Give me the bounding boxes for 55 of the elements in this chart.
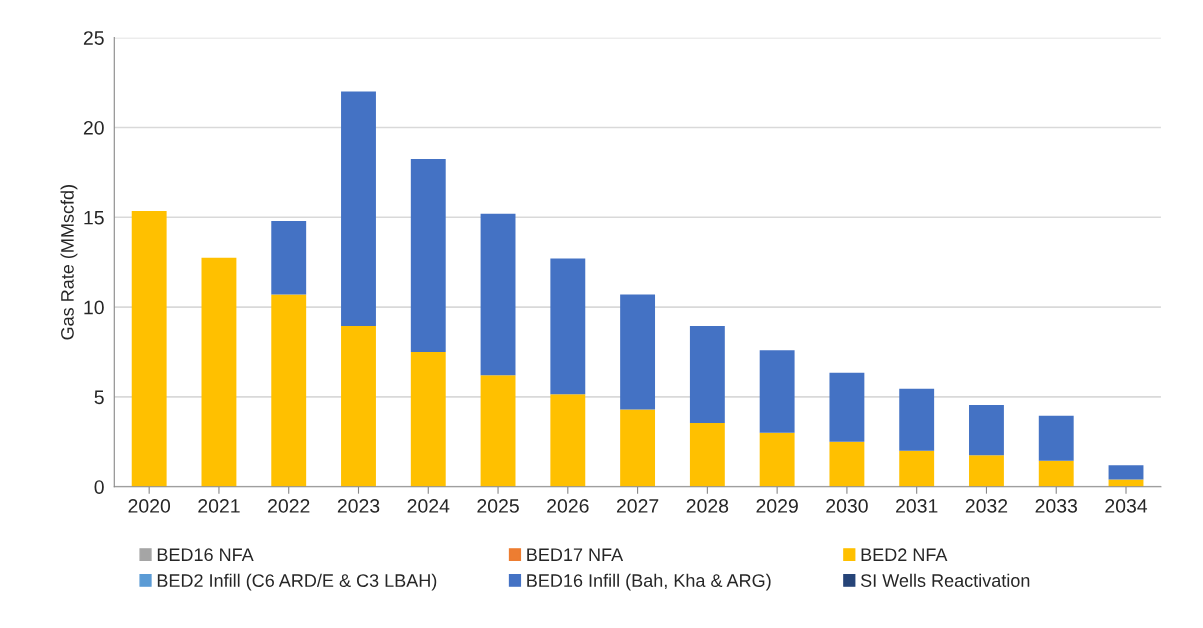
legend-label: BED16 NFA — [157, 548, 254, 562]
bar — [969, 404, 1004, 456]
bar — [1038, 460, 1074, 487]
bar — [480, 213, 516, 376]
x-tick-label: 2020 — [128, 499, 171, 513]
bar — [410, 351, 446, 487]
bar — [1108, 465, 1144, 480]
y-tick-label: 25 — [83, 31, 104, 45]
bar — [829, 441, 865, 487]
bar — [969, 455, 1004, 487]
x-tick-label: 2024 — [407, 499, 450, 513]
bar — [829, 372, 865, 442]
bar — [271, 294, 307, 487]
legend-label: BED17 NFA — [527, 548, 624, 561]
x-tick-label: 2023 — [337, 499, 380, 513]
bar — [899, 388, 935, 451]
x-tick-label: 2026 — [547, 499, 589, 513]
bar — [759, 432, 795, 487]
y-tick-label: 0 — [94, 480, 104, 494]
legend-label: BED2 Infill (C6 ARD/E & C3 LBAH) — [157, 573, 437, 591]
bar — [550, 258, 586, 395]
bar — [410, 158, 446, 352]
bar — [1038, 415, 1074, 461]
bar — [341, 325, 376, 487]
x-tick-label: 2034 — [1105, 499, 1148, 513]
bar — [689, 422, 725, 487]
bar — [899, 450, 935, 487]
bar — [131, 211, 167, 487]
bar — [620, 294, 656, 410]
bar — [620, 409, 656, 487]
x-tick-label: 2032 — [965, 499, 1008, 513]
legend-label: BED16 Infill (Bah, Kha & ARG) — [527, 573, 771, 591]
legend-label: BED2 NFA — [861, 548, 948, 561]
y-axis-title: Gas Rate (MMscfd) — [60, 185, 78, 340]
x-tick-label: 2029 — [756, 499, 798, 513]
y-tick-label: 5 — [94, 390, 104, 405]
y-tick-label: 15 — [84, 210, 104, 225]
x-tick-label: 2021 — [198, 499, 240, 513]
bar — [550, 394, 586, 487]
x-tick-label: 2022 — [268, 499, 310, 513]
y-tick-label: 20 — [83, 120, 104, 135]
y-tick-label: 10 — [84, 300, 104, 315]
bar — [201, 257, 237, 487]
bar — [759, 350, 795, 433]
bar — [480, 375, 516, 487]
x-tick-label: 2031 — [896, 499, 938, 513]
x-tick-label: 2030 — [826, 499, 868, 513]
x-tick-label: 2027 — [616, 499, 659, 513]
bar — [689, 325, 725, 423]
x-tick-label: 2028 — [686, 499, 729, 513]
x-tick-label: 2025 — [477, 499, 519, 513]
bar — [271, 220, 307, 295]
bar — [341, 91, 376, 326]
legend-label: SI Wells Reactivation — [860, 573, 1030, 587]
x-tick-label: 2033 — [1035, 499, 1078, 513]
